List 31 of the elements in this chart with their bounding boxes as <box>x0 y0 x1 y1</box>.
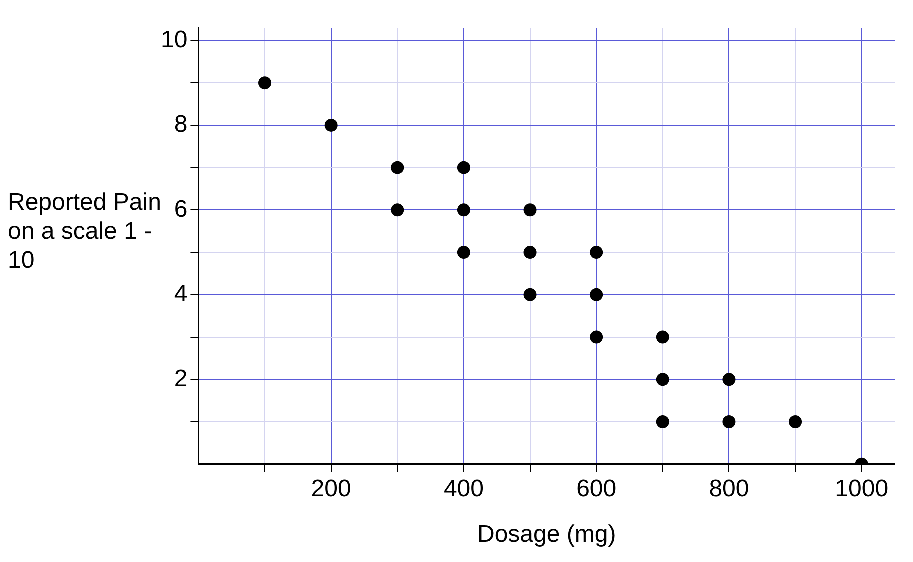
point <box>391 161 404 174</box>
point <box>656 416 670 429</box>
x-tick-label: 600 <box>576 475 617 502</box>
y-tick-label: 6 <box>174 196 188 223</box>
x-tick-label: 400 <box>444 475 484 502</box>
point <box>590 330 604 344</box>
x-tick-label: 1000 <box>835 475 889 502</box>
point <box>391 204 404 217</box>
point <box>258 76 272 90</box>
point <box>524 204 537 217</box>
point <box>722 416 736 429</box>
point <box>789 416 802 429</box>
y-tick-label: 4 <box>174 280 188 308</box>
point <box>524 288 537 302</box>
y-axis-title: Reported Pain on a scale 1 - 10 <box>8 188 162 275</box>
y-tick-label: 10 <box>160 26 188 54</box>
x-axis-title: Dosage (mg) <box>477 521 616 548</box>
x-tick-label: 200 <box>311 475 352 502</box>
point <box>590 246 604 260</box>
point <box>524 246 537 260</box>
point <box>722 373 736 386</box>
point <box>590 288 604 302</box>
point <box>324 118 338 132</box>
point <box>656 330 670 344</box>
point <box>457 161 470 174</box>
point <box>457 204 470 217</box>
y-tick-label: 2 <box>174 365 188 392</box>
point <box>656 373 670 386</box>
x-tick-label: 800 <box>709 475 750 502</box>
point <box>457 246 470 260</box>
y-tick-label: 8 <box>174 111 188 138</box>
